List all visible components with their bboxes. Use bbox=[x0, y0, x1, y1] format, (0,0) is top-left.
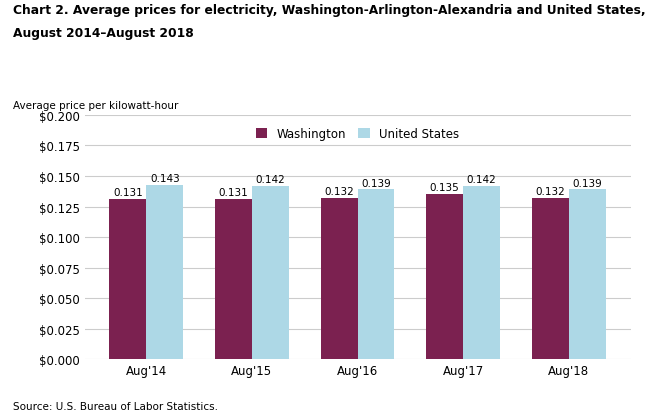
Bar bbox=[320, 199, 358, 359]
Bar bbox=[109, 200, 146, 359]
Bar bbox=[146, 185, 183, 359]
Text: Source: U.S. Bureau of Labor Statistics.: Source: U.S. Bureau of Labor Statistics. bbox=[13, 401, 218, 411]
Text: 0.135: 0.135 bbox=[430, 183, 460, 193]
Bar bbox=[532, 199, 569, 359]
Text: Chart 2. Average prices for electricity, Washington-Arlington-Alexandria and Uni: Chart 2. Average prices for electricity,… bbox=[13, 4, 645, 17]
Text: 0.131: 0.131 bbox=[113, 188, 142, 198]
Text: 0.142: 0.142 bbox=[255, 175, 285, 185]
Text: 0.139: 0.139 bbox=[361, 178, 391, 188]
Text: 0.143: 0.143 bbox=[150, 173, 179, 183]
Text: 0.132: 0.132 bbox=[536, 187, 565, 197]
Text: 0.132: 0.132 bbox=[324, 187, 354, 197]
Bar bbox=[463, 186, 500, 359]
Text: 0.142: 0.142 bbox=[467, 175, 497, 185]
Bar bbox=[358, 190, 395, 359]
Bar bbox=[215, 200, 252, 359]
Bar bbox=[426, 195, 463, 359]
Bar bbox=[252, 186, 289, 359]
Text: August 2014–August 2018: August 2014–August 2018 bbox=[13, 27, 194, 40]
Text: Average price per kilowatt-hour: Average price per kilowatt-hour bbox=[13, 101, 178, 111]
Text: 0.139: 0.139 bbox=[573, 178, 602, 188]
Bar bbox=[569, 190, 606, 359]
Legend: Washington, United States: Washington, United States bbox=[252, 124, 463, 144]
Text: 0.131: 0.131 bbox=[218, 188, 248, 198]
